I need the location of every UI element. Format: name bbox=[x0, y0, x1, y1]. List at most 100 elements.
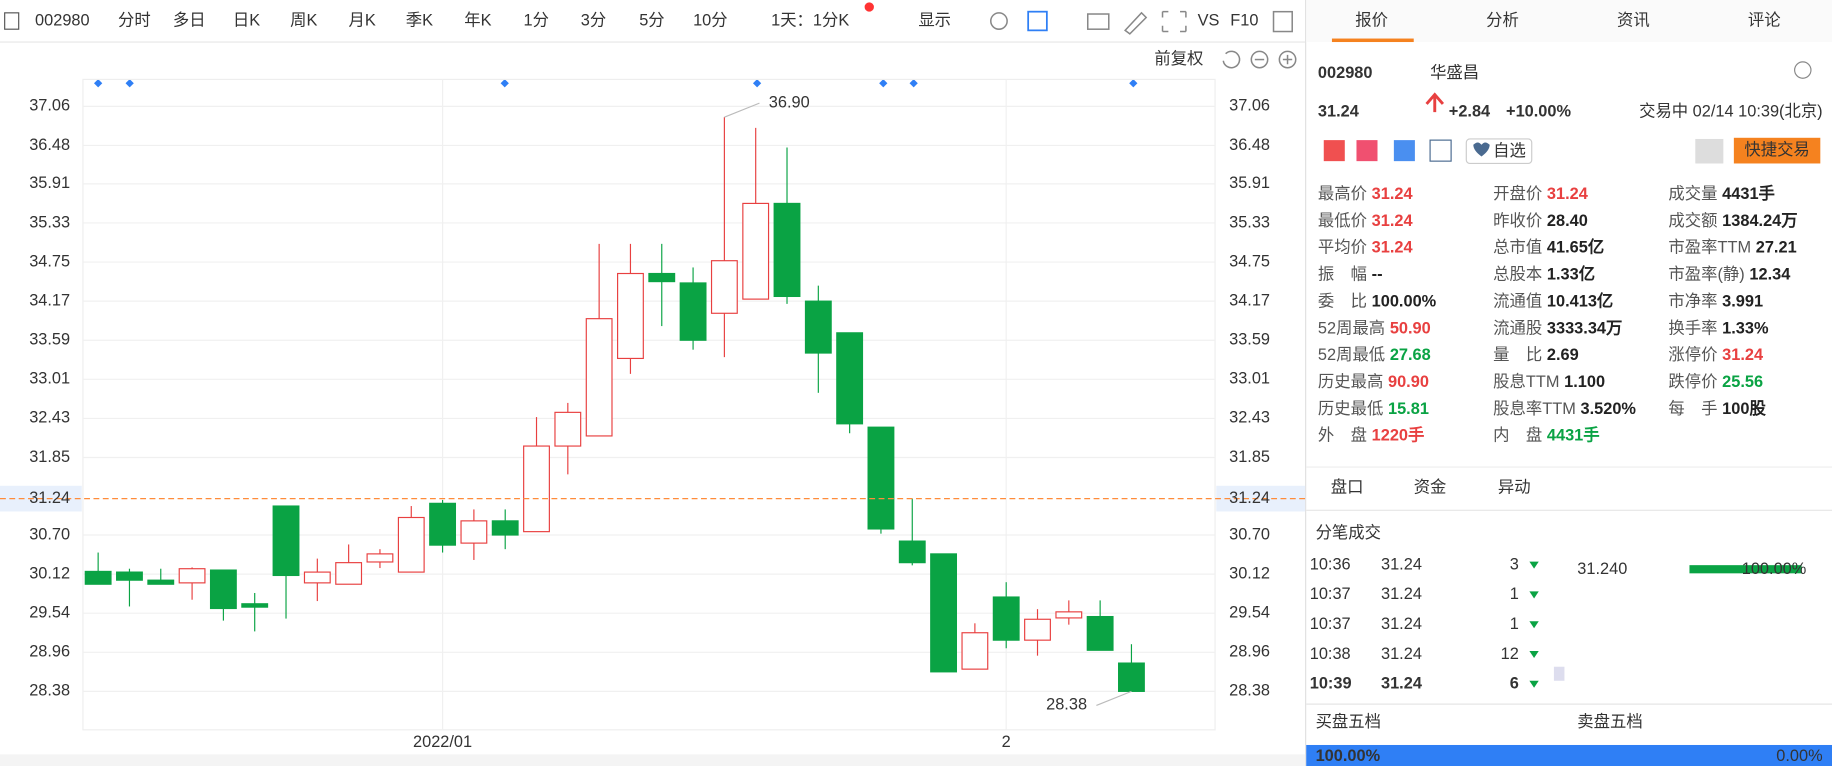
candle-body bbox=[898, 540, 926, 564]
stat-value: 31.24 bbox=[1372, 185, 1413, 203]
book-tab[interactable]: 异动 bbox=[1498, 478, 1531, 496]
stat-value: 100.00% bbox=[1372, 293, 1437, 311]
trade-time: 10:39 bbox=[1310, 675, 1352, 693]
candle-body bbox=[1118, 662, 1145, 692]
trade-time: 10:38 bbox=[1310, 645, 1351, 663]
candle-body bbox=[804, 300, 832, 354]
stat-value: 1220手 bbox=[1372, 426, 1425, 445]
stat-value: 1.33亿 bbox=[1547, 265, 1595, 284]
period-tab[interactable]: 1分 bbox=[524, 11, 549, 29]
plot-frame bbox=[82, 78, 1216, 731]
ask-pct: 0.00% bbox=[1776, 747, 1822, 765]
stat-label: 流通值 bbox=[1493, 293, 1542, 311]
f10-button[interactable]: F10 bbox=[1230, 11, 1258, 29]
candle-body bbox=[1055, 611, 1083, 619]
settings-icon[interactable] bbox=[1794, 61, 1812, 79]
down-triangle bbox=[1529, 680, 1539, 688]
y-tick-label: 34.75 bbox=[29, 252, 70, 270]
y-tick-label: 35.33 bbox=[1229, 213, 1270, 231]
stat-item: 平均价 31.24 bbox=[1318, 239, 1413, 257]
sidebar-icon[interactable] bbox=[4, 12, 20, 30]
book-tab[interactable]: 资金 bbox=[1414, 478, 1447, 496]
candle-body bbox=[1024, 618, 1051, 641]
period-tab[interactable]: 多日 bbox=[173, 11, 206, 29]
down-triangle bbox=[1529, 650, 1539, 658]
panel-tab[interactable]: 报价 bbox=[1355, 11, 1388, 29]
quote-change-pct: +10.00% bbox=[1506, 102, 1571, 120]
flag-icon[interactable] bbox=[1323, 140, 1345, 162]
period-tab[interactable]: 3分 bbox=[581, 11, 606, 29]
candle-body bbox=[961, 632, 989, 670]
stat-item: 成交量 4431手 bbox=[1668, 184, 1774, 203]
candle-body bbox=[554, 411, 582, 447]
stat-value: 27.68 bbox=[1390, 346, 1431, 364]
candle-body bbox=[209, 569, 237, 610]
stat-label: 股息率TTM bbox=[1493, 400, 1576, 418]
trade-label[interactable]: 快捷交易 bbox=[1744, 141, 1809, 159]
y-tick-label: 33.59 bbox=[1229, 331, 1270, 349]
adjust-button[interactable]: 前复权 bbox=[1154, 50, 1203, 68]
panel-tab[interactable]: 资讯 bbox=[1617, 11, 1650, 29]
book-tab[interactable]: 盘口 bbox=[1331, 477, 1364, 496]
period-select[interactable]: 1天：1分K bbox=[771, 11, 849, 29]
stat-label: 历史最低 bbox=[1318, 400, 1383, 418]
stat-label: 市净率 bbox=[1668, 293, 1717, 311]
stat-value: 3333.34万 bbox=[1547, 320, 1622, 338]
y-tick-label: 36.48 bbox=[29, 136, 70, 154]
bid-pct: 100.00% bbox=[1316, 747, 1381, 765]
down-triangle bbox=[1529, 621, 1539, 629]
period-tab[interactable]: 5分 bbox=[639, 11, 664, 29]
price-line-label: 31.24 bbox=[29, 489, 70, 507]
display-menu[interactable]: 显示 bbox=[918, 11, 951, 29]
bid-title: 买盘五档 bbox=[1316, 712, 1381, 731]
stat-value: 12.34 bbox=[1749, 266, 1790, 284]
scroll-bar[interactable] bbox=[0, 754, 1306, 766]
stat-item: 换手率 1.33% bbox=[1668, 320, 1769, 338]
period-tab[interactable]: 日K bbox=[233, 11, 260, 29]
stat-item: 市净率 3.991 bbox=[1668, 293, 1763, 311]
panel-tab[interactable]: 分析 bbox=[1486, 11, 1519, 29]
note-icon[interactable] bbox=[1429, 139, 1452, 162]
stat-label: 历史最高 bbox=[1318, 373, 1383, 391]
stat-item: 52周最低 27.68 bbox=[1318, 346, 1431, 364]
y-tick-label: 33.01 bbox=[29, 370, 70, 388]
stat-value: 1.33% bbox=[1722, 320, 1769, 338]
period-tab[interactable]: 10分 bbox=[693, 11, 728, 29]
trade-button[interactable] bbox=[1733, 137, 1821, 164]
trade-volume: 3 bbox=[1510, 555, 1519, 573]
period-tab[interactable]: 年K bbox=[464, 11, 491, 29]
depth-bar bbox=[1306, 744, 1832, 766]
stat-value: 100股 bbox=[1722, 400, 1766, 418]
period-tab[interactable]: 周K bbox=[290, 11, 317, 29]
badge-icon[interactable] bbox=[1356, 140, 1378, 162]
stat-value: 25.56 bbox=[1722, 373, 1763, 391]
stat-value: 27.21 bbox=[1756, 239, 1797, 257]
period-tab[interactable]: 分时 bbox=[118, 11, 151, 29]
stat-label: 最高价 bbox=[1318, 185, 1367, 203]
ask-title: 卖盘五档 bbox=[1577, 712, 1642, 731]
period-tab[interactable]: 季K bbox=[406, 11, 433, 29]
stat-value: 3.520% bbox=[1580, 400, 1636, 418]
y-tick-label: 33.59 bbox=[29, 331, 70, 349]
candle-body bbox=[836, 332, 864, 425]
scroll-thumb[interactable] bbox=[1553, 666, 1565, 681]
panel-tab[interactable]: 评论 bbox=[1748, 11, 1781, 29]
bell-icon[interactable] bbox=[1695, 138, 1724, 164]
y-tick-label: 37.06 bbox=[29, 97, 70, 115]
candle-body bbox=[241, 603, 269, 608]
candle-body bbox=[742, 202, 770, 300]
y-tick-label: 29.54 bbox=[1229, 604, 1270, 622]
stat-label: 每 手 bbox=[1668, 400, 1717, 418]
stat-value: 28.40 bbox=[1547, 212, 1588, 230]
box-icon[interactable] bbox=[1027, 10, 1048, 32]
vs-button[interactable]: VS bbox=[1198, 11, 1220, 29]
period-tab[interactable]: 月K bbox=[349, 11, 376, 29]
watch-label[interactable]: 自选 bbox=[1493, 142, 1526, 160]
candle-body bbox=[867, 426, 895, 530]
tag-icon[interactable] bbox=[1393, 140, 1415, 162]
stat-item: 内 盘 4431手 bbox=[1493, 426, 1599, 445]
y-tick-label: 28.38 bbox=[29, 682, 70, 700]
stat-item: 跌停价 25.56 bbox=[1668, 373, 1763, 391]
level-pct: 100.00% bbox=[1742, 560, 1807, 578]
stat-label: 股息TTM bbox=[1493, 373, 1559, 391]
